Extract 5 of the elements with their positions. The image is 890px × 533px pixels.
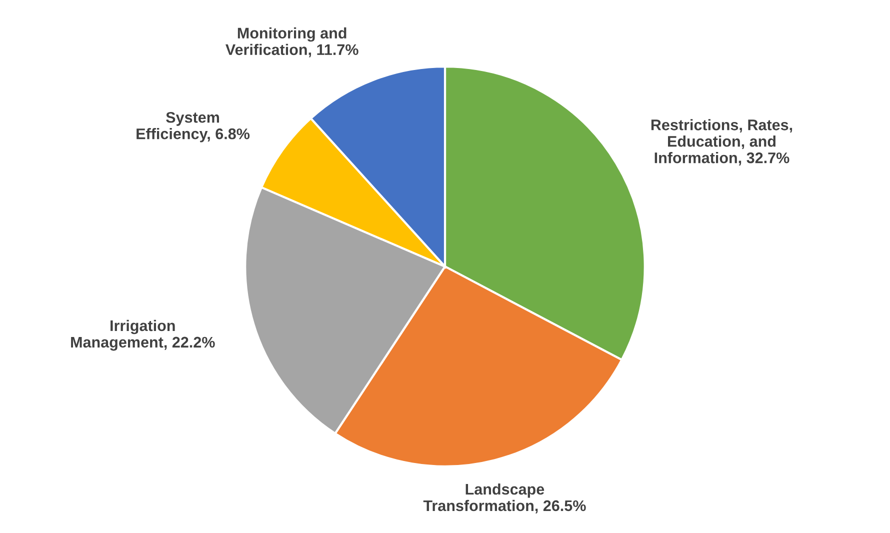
slice-label: Irrigation Management, 22.2% bbox=[71, 320, 215, 351]
slice-label: Landscape Transformation, 26.5% bbox=[423, 483, 586, 514]
slice-label: Monitoring and Verification, 11.7% bbox=[226, 27, 358, 58]
slice-label: System Efficiency, 6.8% bbox=[136, 112, 250, 142]
slice-label: Restrictions, Rates, Education, and Information, 32.7% bbox=[651, 119, 792, 166]
